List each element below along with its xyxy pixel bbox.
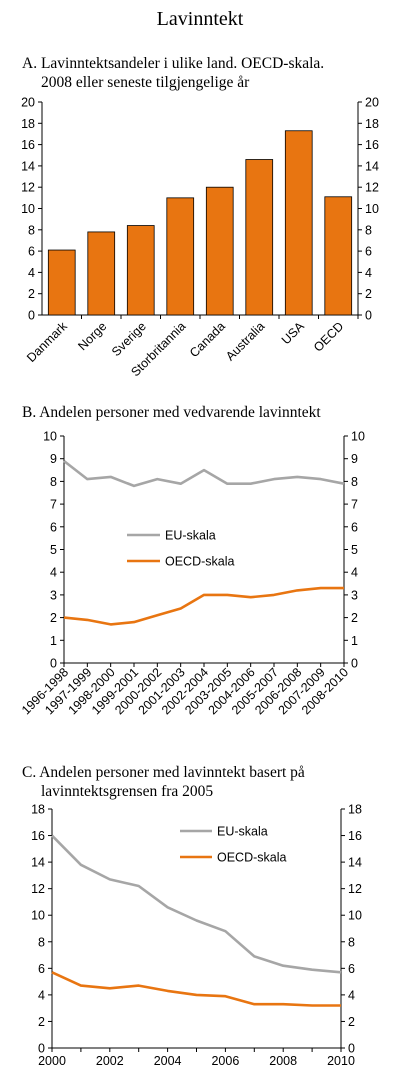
chart-b-ytick-label-right: 1 xyxy=(351,634,358,648)
bar-oecd xyxy=(324,196,353,316)
chart-a-ytick-label-left: 2 xyxy=(28,287,35,301)
chart-c-title: C. Andelen personer med lavinntekt baser… xyxy=(22,763,305,801)
chart-b-ytick-label-right: 0 xyxy=(351,657,358,671)
chart-a-ytick-label-right: 10 xyxy=(365,202,379,216)
chart-a-ytick-label-right: 12 xyxy=(365,181,379,195)
chart-a-ytick-label-left: 10 xyxy=(21,202,35,216)
chart-c-ytick-label-right: 10 xyxy=(348,909,362,923)
bar-usa xyxy=(284,130,313,316)
chart-a-ytick-label-right: 4 xyxy=(365,266,372,280)
chart-b-ytick-label-right: 9 xyxy=(351,452,358,466)
chart-a-ytick-label-right: 16 xyxy=(365,138,379,152)
chart-c-xtick-label: 2002 xyxy=(96,1054,124,1068)
chart-c-legend-label-eu-skala: EU-skala xyxy=(217,825,268,839)
chart-a-ytick-label-left: 4 xyxy=(28,266,35,280)
chart-a-ytick-label-right: 20 xyxy=(365,96,379,110)
chart-c-ytick-label-right: 14 xyxy=(348,856,362,870)
chart-b-ytick-label-right: 8 xyxy=(351,475,358,489)
chart-c-xtick-label: 2010 xyxy=(327,1054,355,1068)
chart-c-ytick-label-left: 6 xyxy=(38,962,45,976)
chart-b-ytick-label-left: 0 xyxy=(50,657,57,671)
chart-c-series-eu-skala xyxy=(51,834,342,974)
chart-c-series-oecd-skala xyxy=(51,971,341,1007)
chart-b-line: 0 01 12 23 34 45 56 67 78 89 910 101996-19981997-19… xyxy=(19,430,365,718)
chart-b-ytick-label-left: 6 xyxy=(50,520,57,534)
chart-c-ytick-label-left: 4 xyxy=(38,988,45,1002)
bar-canada xyxy=(205,186,234,316)
chart-c-ytick-label-right: 6 xyxy=(348,962,355,976)
chart-b-ytick-label-left: 8 xyxy=(50,475,57,489)
chart-a-subtitle: 2008 eller seneste tilgjengelige år xyxy=(41,74,250,91)
chart-c-xtick-label: 2000 xyxy=(38,1054,66,1068)
chart-c-ytick-label-left: 2 xyxy=(38,1015,45,1029)
chart-c-subtitle: lavinntektsgrensen fra 2005 xyxy=(41,783,214,800)
chart-b-ytick-label-left: 9 xyxy=(50,452,57,466)
chart-b-ytick-label-right: 4 xyxy=(351,566,358,580)
page-title: Lavinntekt xyxy=(156,8,244,30)
chart-b-ytick-label-right: 5 xyxy=(351,543,358,557)
chart-a-ytick-label-left: 18 xyxy=(21,117,35,131)
chart-a-ytick-label-right: 2 xyxy=(365,287,372,301)
chart-c-xtick-label: 2004 xyxy=(154,1054,182,1068)
chart-c-title-line1: C. Andelen personer med lavinntekt baser… xyxy=(22,764,305,781)
bar-australia xyxy=(245,159,274,316)
chart-c-ytick-label-left: 18 xyxy=(31,803,45,817)
chart-b-ytick-label-right: 10 xyxy=(351,430,365,444)
chart-c-ytick-label-left: 14 xyxy=(31,856,45,870)
chart-b-ytick-label-left: 4 xyxy=(50,566,57,580)
chart-a-title-line1: A. Lavinntektsandeler i ulike land. OECD… xyxy=(22,55,325,72)
chart-c-ytick-label-left: 8 xyxy=(38,935,45,949)
chart-c-ytick-label-right: 16 xyxy=(348,829,362,843)
chart-b-ytick-label-right: 2 xyxy=(351,611,358,625)
chart-b-ytick-label-right: 6 xyxy=(351,520,358,534)
chart-b-legend-label-eu-skala: EU-skala xyxy=(165,529,216,543)
chart-c-ytick-label-right: 18 xyxy=(348,803,362,817)
chart-a-ytick-label-right: 18 xyxy=(365,117,379,131)
chart-c-ytick-label-right: 0 xyxy=(348,1042,355,1056)
chart-a-ytick-label-left: 20 xyxy=(21,96,35,110)
chart-c-ytick-label-right: 12 xyxy=(348,882,362,896)
chart-a-ytick-label-left: 12 xyxy=(21,181,35,195)
chart-b-series-eu-skala xyxy=(63,459,345,488)
chart-b-ytick-label-left: 7 xyxy=(50,498,57,512)
chart-a-ytick-label-right: 14 xyxy=(365,159,379,173)
chart-b-ytick-label-left: 2 xyxy=(50,611,57,625)
chart-a-ytick-label-left: 6 xyxy=(28,245,35,259)
chart-a-ytick-label-left: 0 xyxy=(28,309,35,323)
chart-a-ytick-label-left: 14 xyxy=(21,159,35,173)
chart-b-ytick-label-right: 7 xyxy=(351,498,358,512)
chart-b-legend-label-oecd-skala: OECD-skala xyxy=(165,555,235,569)
chart-c-xtick-label: 2006 xyxy=(211,1054,239,1068)
chart-c-legend-label-oecd-skala: OECD-skala xyxy=(217,851,287,865)
chart-a-title: A. Lavinntektsandeler i ulike land. OECD… xyxy=(22,54,324,92)
chart-a-ytick-label-right: 0 xyxy=(365,309,372,323)
chart-a-ytick-label-right: 8 xyxy=(365,223,372,237)
chart-c-ytick-label-right: 8 xyxy=(348,935,355,949)
chart-b-ytick-label-left: 5 xyxy=(50,543,57,557)
chart-c-ytick-label-left: 16 xyxy=(31,829,45,843)
chart-c-ytick-label-left: 10 xyxy=(31,909,45,923)
bar-danmark xyxy=(47,249,76,316)
bar-storbritannia xyxy=(166,197,195,316)
chart-b-ytick-label-left: 1 xyxy=(50,634,57,648)
chart-c-ytick-label-left: 0 xyxy=(38,1042,45,1056)
chart-c-xtick-label: 2008 xyxy=(269,1054,297,1068)
chart-c-ytick-label-right: 2 xyxy=(348,1015,355,1029)
chart-c-ytick-label-left: 12 xyxy=(31,882,45,896)
chart-b-title: B. Andelen personer med vedvarende lavin… xyxy=(22,404,321,421)
chart-a-ytick-label-left: 8 xyxy=(28,223,35,237)
chart-c-ytick-label-right: 4 xyxy=(348,988,355,1002)
chart-a-ytick-label-left: 16 xyxy=(21,138,35,152)
chart-b-series-oecd-skala xyxy=(63,586,344,626)
chart-b-ytick-label-right: 3 xyxy=(351,588,358,602)
chart-b-ytick-label-left: 3 xyxy=(50,588,57,602)
bar-sverige xyxy=(126,225,155,316)
bar-norge xyxy=(87,231,116,316)
chart-a-ytick-label-right: 6 xyxy=(365,245,372,259)
chart-b-ytick-label-left: 10 xyxy=(43,430,57,444)
